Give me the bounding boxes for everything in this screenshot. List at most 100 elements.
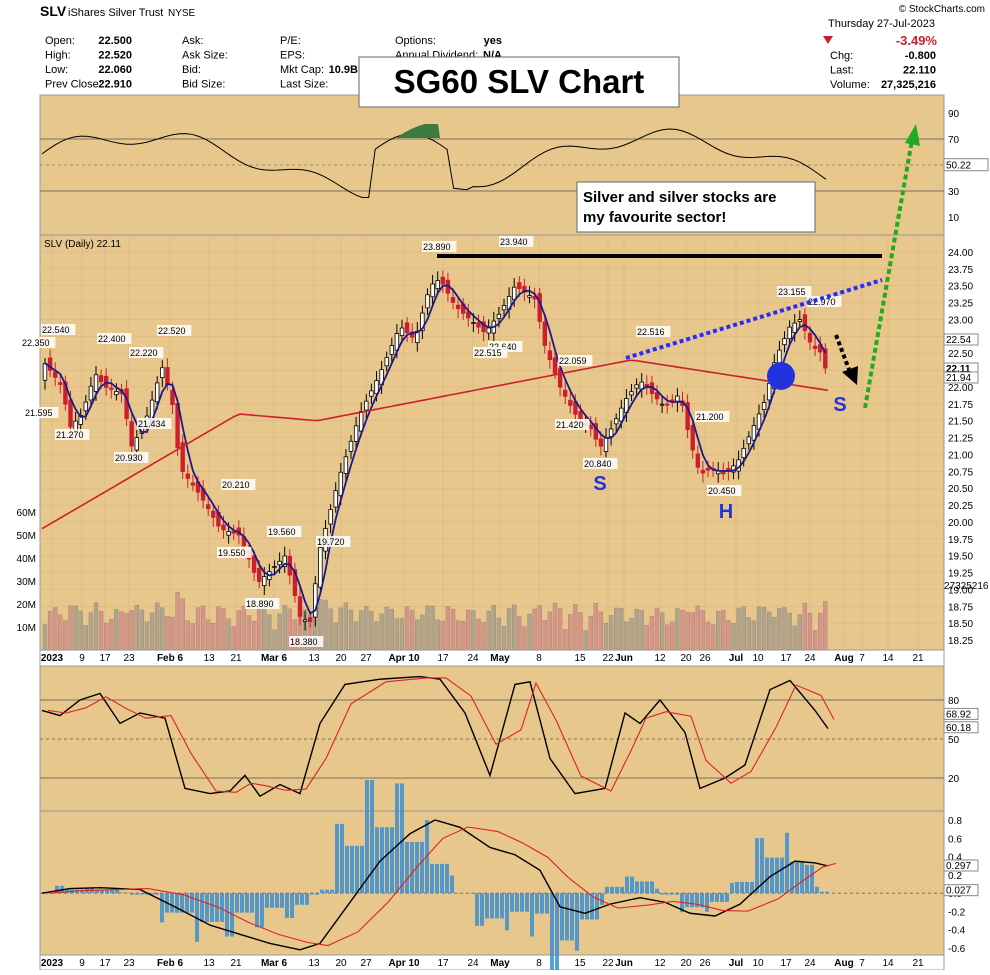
candle-body xyxy=(165,367,170,386)
price-label-bg xyxy=(777,286,812,297)
date-tick-bottom: 20 xyxy=(680,958,692,969)
header-field-label: High: xyxy=(45,50,71,62)
candle-body xyxy=(98,375,104,383)
candle-body xyxy=(670,399,675,402)
price-tick: 22.00 xyxy=(948,383,973,394)
price-label: 20.930 xyxy=(115,453,143,463)
candle-body xyxy=(256,567,262,582)
volume-bar xyxy=(721,609,726,651)
macd-histogram-bar xyxy=(445,863,449,894)
candle-body xyxy=(466,311,471,319)
header-field-label: Mkt Cap: xyxy=(280,64,324,76)
neckline xyxy=(625,278,883,360)
candle-body xyxy=(782,338,787,346)
volume-bar xyxy=(98,611,104,651)
date-tick-top: 13 xyxy=(203,653,215,664)
macd-last-box xyxy=(943,884,979,897)
volume-bar xyxy=(78,610,83,651)
date-tick-bottom: 17 xyxy=(780,958,792,969)
price-label-bg xyxy=(157,325,192,336)
macd-histogram-bar xyxy=(595,893,599,920)
volume-bar xyxy=(287,608,292,651)
macd-histogram-bar xyxy=(410,841,414,894)
candle-body xyxy=(333,490,338,508)
volume-bars xyxy=(42,591,828,651)
price-label-bg xyxy=(583,458,618,469)
volume-bar xyxy=(88,612,94,651)
volume-bar xyxy=(705,621,711,651)
candle-body xyxy=(292,569,298,597)
macd-histogram-bar xyxy=(125,892,129,894)
macd-histogram-bar xyxy=(590,893,594,920)
macd-histogram-bar xyxy=(250,893,254,913)
date-tick-bottom: 9 xyxy=(79,958,85,969)
volume-bar xyxy=(364,606,369,651)
volume-bar xyxy=(685,611,690,651)
date-tick-top: 22 xyxy=(602,653,614,664)
candle-body xyxy=(634,384,639,389)
volume-bar xyxy=(195,607,201,651)
volume-bar xyxy=(83,625,88,651)
macd-histogram-bar xyxy=(275,893,279,908)
candle-body xyxy=(481,321,486,333)
volume-bar xyxy=(761,607,767,651)
volume-bar xyxy=(455,620,461,651)
volume-bar xyxy=(568,614,573,651)
candle-body xyxy=(608,428,614,437)
target-arrow-line xyxy=(863,139,914,409)
volume-bar xyxy=(144,621,150,651)
candle-body xyxy=(63,381,68,405)
macd-histogram-bar xyxy=(510,893,514,912)
price-label-bg xyxy=(137,418,172,429)
date-tick-bottom: 2023 xyxy=(41,958,64,969)
header-field-value: 22.500 xyxy=(98,35,132,47)
volume-bar xyxy=(588,615,593,651)
macd-histogram-bar xyxy=(180,893,184,913)
macd-histogram-bar xyxy=(620,886,624,894)
volume-bar xyxy=(246,615,252,651)
candle-body xyxy=(440,276,445,285)
price-tick: 20.25 xyxy=(948,501,973,512)
price-label: 21.200 xyxy=(696,412,724,422)
candle-body xyxy=(761,402,767,410)
volume-bar xyxy=(394,618,400,651)
date-tick-bottom: 23 xyxy=(123,958,135,969)
instrument-name: iShares Silver Trust xyxy=(68,7,163,19)
macd-histogram-bar xyxy=(420,841,424,894)
macd-histogram-bar xyxy=(335,823,339,894)
macd-histogram-bar xyxy=(655,888,659,894)
date-tick-top: Aug xyxy=(834,653,853,664)
volume-bar xyxy=(476,618,481,651)
macd-histogram-bar xyxy=(455,893,459,894)
candle-body xyxy=(404,322,410,334)
date-tick-bottom: 13 xyxy=(203,958,215,969)
candle-body xyxy=(338,471,343,497)
volume-bar xyxy=(624,621,629,651)
macd-histogram-bar xyxy=(810,864,814,894)
macd-histogram-bar xyxy=(550,893,554,973)
candle-body xyxy=(563,389,568,397)
macd-histogram-bar xyxy=(395,783,399,894)
date-tick-bottom: 21 xyxy=(230,958,242,969)
candle-body xyxy=(328,509,333,525)
volume-bar xyxy=(466,609,471,651)
volume-bar xyxy=(323,599,328,651)
price-tick: 23.50 xyxy=(948,282,973,293)
volume-bar xyxy=(726,620,731,651)
macd-histogram-bar xyxy=(795,861,799,894)
price-label: 20.840 xyxy=(584,459,612,469)
stoch-tick: 20 xyxy=(948,774,960,785)
macd-histogram-bar xyxy=(210,893,214,922)
macd-histogram-bar xyxy=(640,881,644,894)
candle-body xyxy=(160,367,165,378)
volume-bar xyxy=(751,620,757,651)
volume-bar xyxy=(537,605,542,651)
price-label: 20.450 xyxy=(708,486,736,496)
date-tick-top: 14 xyxy=(882,653,894,664)
header-field-label: Open: xyxy=(45,35,75,47)
candle-body xyxy=(721,471,726,475)
volume-bar xyxy=(139,609,145,651)
volume-bar xyxy=(343,602,349,651)
candle-body xyxy=(58,382,63,385)
volume-bar xyxy=(787,612,792,651)
